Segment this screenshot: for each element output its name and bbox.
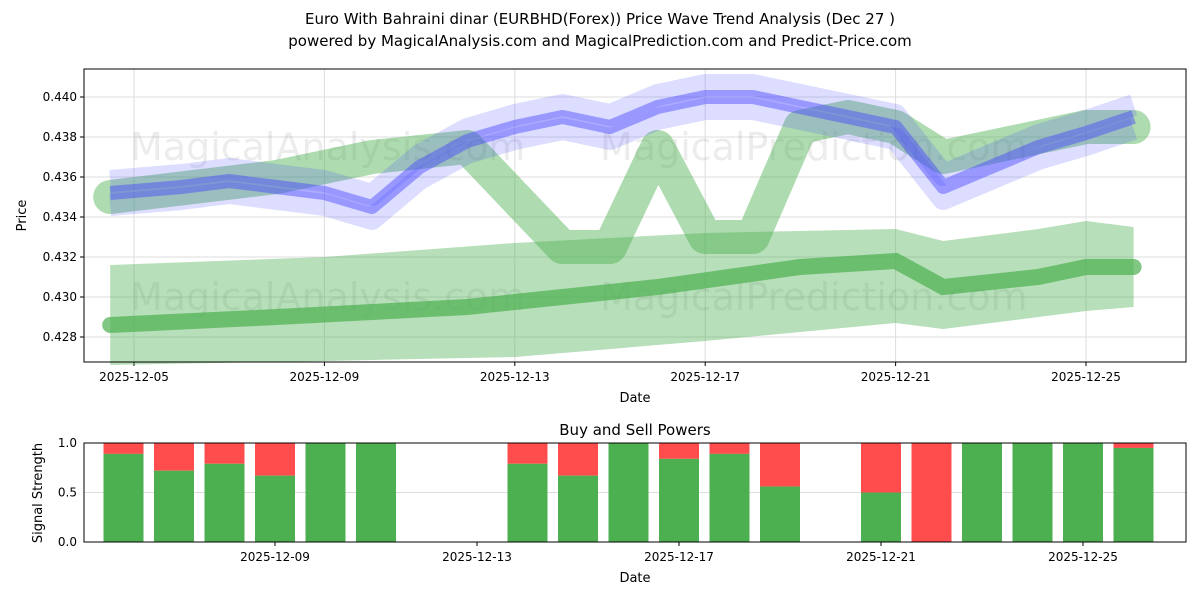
x-tick-label: 2025-12-09 <box>290 370 360 384</box>
y-tick-label: 0.434 <box>43 210 77 224</box>
x-tick-label: 2025-12-17 <box>670 370 740 384</box>
sell-bar <box>204 443 245 464</box>
buy-bar <box>1012 443 1053 542</box>
sell-bar <box>659 443 699 459</box>
sell-bar <box>255 443 295 476</box>
upper-wave-line <box>93 100 1151 264</box>
x-tick-label: 2025-12-13 <box>442 550 512 564</box>
y-tick-label: 0.0 <box>58 535 77 549</box>
bar-y-axis-label: Signal Strength <box>31 443 46 543</box>
buy-bar <box>154 470 194 542</box>
buy-bar <box>861 492 901 542</box>
x-tick-label: 2025-12-17 <box>644 550 714 564</box>
bar-chart-title: Buy and Sell Powers <box>559 421 711 439</box>
buy-bar <box>760 486 800 542</box>
x-tick-label: 2025-12-09 <box>240 550 310 564</box>
y-tick-label: 0.432 <box>43 250 77 264</box>
price-wave-line <box>109 74 1138 206</box>
sell-bar <box>709 443 750 454</box>
y-tick-label: 0.428 <box>43 330 77 344</box>
y-tick-label: 1.0 <box>58 436 77 450</box>
chart-subtitle: powered by MagicalAnalysis.com and Magic… <box>288 32 912 50</box>
y-tick-label: 0.5 <box>58 486 77 500</box>
buy-bar <box>255 475 295 542</box>
buy-bar <box>709 453 750 542</box>
sell-bar <box>760 443 800 487</box>
lower-trend-line <box>102 252 1142 333</box>
y-tick-label: 0.436 <box>43 170 77 184</box>
buy-bar <box>608 443 649 542</box>
x-axis-label: Date <box>619 391 650 406</box>
sell-bar <box>103 443 144 454</box>
buy-bar <box>962 443 1002 542</box>
sell-bar <box>1113 443 1154 448</box>
sell-bar <box>507 443 548 464</box>
y-axis-label: Price <box>15 200 30 232</box>
buy-bar <box>558 475 598 542</box>
price-wave-line <box>109 90 1136 214</box>
buy-bar <box>1063 443 1103 542</box>
chart-title: Euro With Bahraini dinar (EURBHD(Forex))… <box>304 10 896 28</box>
buy-bar <box>204 463 245 542</box>
y-tick-label: 0.440 <box>43 90 77 104</box>
buy-bar <box>507 463 548 542</box>
price-wave-line <box>109 98 1138 230</box>
plot-frame <box>83 68 1187 363</box>
sell-bar <box>558 443 598 476</box>
sell-bar <box>861 443 901 493</box>
x-tick-label: 2025-12-25 <box>1051 370 1121 384</box>
bar-plot-frame <box>83 442 1187 543</box>
buy-bar <box>305 443 346 542</box>
y-tick-label: 0.438 <box>43 130 77 144</box>
x-tick-label: 2025-12-13 <box>480 370 550 384</box>
buy-bar <box>1113 447 1154 542</box>
buy-bar <box>356 443 396 542</box>
x-tick-label: 2025-12-21 <box>861 370 931 384</box>
watermark: MagicalPrediction.com <box>600 125 1028 169</box>
buy-bar <box>103 453 144 542</box>
watermark: MagicalAnalysis.com <box>130 125 525 169</box>
x-tick-label: 2025-12-05 <box>99 370 169 384</box>
bar-x-axis-label: Date <box>619 571 650 586</box>
sell-bar <box>911 443 952 542</box>
sell-bar <box>154 443 194 471</box>
y-tick-label: 0.430 <box>43 290 77 304</box>
x-tick-label: 2025-12-25 <box>1048 550 1118 564</box>
buy-bar <box>659 458 699 542</box>
x-tick-label: 2025-12-21 <box>846 550 916 564</box>
